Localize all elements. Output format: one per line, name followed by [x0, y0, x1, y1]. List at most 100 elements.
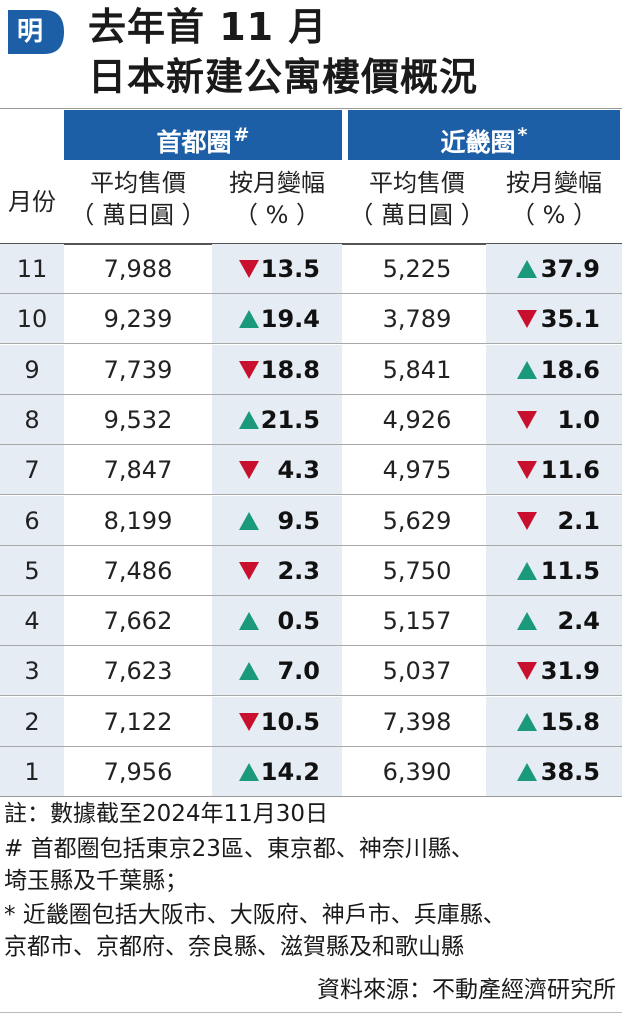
- month-cell: 7: [0, 445, 64, 496]
- region-kinki-label: 近畿圈: [440, 128, 516, 157]
- column-metro-mom-line1: 按月變幅: [229, 169, 325, 197]
- kinki-price-cell: 4,975: [382, 456, 452, 485]
- down-triangle-icon: [238, 445, 262, 495]
- metro-change-cell: 7.0: [212, 646, 342, 697]
- kinki-change-value: 15.8: [540, 707, 600, 736]
- down-triangle-icon: [238, 345, 262, 395]
- month-cell: 1: [0, 747, 64, 797]
- metro-price-cell: 8,199: [103, 506, 173, 535]
- metro-change-cell: 13.5: [212, 244, 342, 294]
- up-triangle-icon: [516, 546, 540, 596]
- kinki-price-cell: 5,629: [382, 506, 452, 535]
- down-triangle-icon: [516, 445, 540, 495]
- metro-change-cell: 10.5: [212, 696, 342, 747]
- metro-price-cell: 7,486: [103, 556, 173, 585]
- down-triangle-icon: [238, 244, 262, 294]
- kinki-change-cell: 18.6: [486, 344, 622, 395]
- kinki-price-cell: 5,750: [382, 556, 452, 585]
- column-metro-price-line2: （ 萬日圓 ）: [70, 201, 206, 229]
- row-divider: [0, 745, 622, 747]
- kinki-price-cell: 5,157: [382, 607, 452, 636]
- kinki-change-cell: 31.9: [486, 646, 622, 697]
- metro-change-cell: 0.5: [212, 596, 342, 647]
- kinki-change-value: 11.5: [540, 556, 600, 585]
- kinki-price-cell: 5,841: [382, 355, 452, 384]
- kinki-change-cell: 15.8: [486, 696, 622, 747]
- kinki-change-cell: 1.0: [486, 394, 622, 445]
- metro-change-cell: 9.5: [212, 495, 342, 546]
- up-triangle-icon: [516, 345, 540, 395]
- row-divider: [0, 594, 622, 596]
- metro-price-cell: 7,122: [103, 707, 173, 736]
- month-cell: 2: [0, 696, 64, 747]
- region-header-row: 首都圈 # 近畿圈 *: [0, 110, 622, 160]
- column-kinki-mom-line1: 按月變幅: [506, 169, 602, 197]
- table-row: 11 7,988 13.5 5,225 37.9: [0, 244, 622, 294]
- metro-change-value: 9.5: [277, 506, 320, 535]
- kinki-change-value: 2.1: [557, 506, 600, 535]
- kinki-change-value: 1.0: [557, 405, 600, 434]
- month-cell: 4: [0, 596, 64, 647]
- month-cell: 11: [0, 244, 64, 294]
- up-triangle-icon: [238, 646, 262, 696]
- up-triangle-icon: [516, 697, 540, 747]
- title-line-2: 日本新建公寓樓價概況: [88, 55, 479, 99]
- kinki-change-value: 18.6: [540, 355, 600, 384]
- metro-price-cell: 7,739: [103, 355, 173, 384]
- column-kinki-price-line1: 平均售價: [369, 169, 465, 197]
- metro-price-cell: 7,847: [103, 456, 173, 485]
- ming-pao-logo: 明: [4, 4, 68, 60]
- month-cell: 9: [0, 344, 64, 395]
- down-triangle-icon: [516, 294, 540, 344]
- down-triangle-icon: [516, 646, 540, 696]
- row-divider: [0, 544, 622, 546]
- kinki-change-value: 31.9: [540, 657, 600, 686]
- note-metro-line2: 埼玉縣及千葉縣；: [4, 868, 188, 894]
- month-cell: 5: [0, 545, 64, 596]
- up-triangle-icon: [516, 596, 540, 646]
- up-triangle-icon: [516, 747, 540, 797]
- row-divider: [0, 695, 622, 697]
- table-row: 6 8,199 9.5 5,629 2.1: [0, 495, 622, 546]
- up-triangle-icon: [238, 395, 262, 445]
- metro-change-value: 13.5: [260, 255, 320, 283]
- metro-change-cell: 2.3: [212, 545, 342, 596]
- kinki-change-cell: 11.6: [486, 445, 622, 496]
- up-triangle-icon: [238, 294, 262, 344]
- kinki-change-value: 35.1: [540, 305, 600, 334]
- up-triangle-icon: [238, 496, 262, 546]
- header: 明 去年首 11 月 日本新建公寓樓價概況: [0, 0, 622, 108]
- metro-change-value: 2.3: [277, 556, 320, 585]
- kinki-price-cell: 5,037: [382, 657, 452, 686]
- month-cell: 6: [0, 495, 64, 546]
- up-triangle-icon: [516, 244, 540, 294]
- row-divider: [0, 393, 622, 395]
- column-month: 月份: [8, 188, 56, 216]
- metro-price-cell: 7,662: [103, 607, 173, 636]
- kinki-change-value: 38.5: [540, 758, 600, 786]
- metro-change-cell: 21.5: [212, 394, 342, 445]
- kinki-price-cell: 7,398: [382, 707, 452, 736]
- row-divider: [0, 443, 622, 445]
- column-header-row: 月份 平均售價 （ 萬日圓 ） 按月變幅 （ % ） 平均售價 （ 萬日圓 ） …: [0, 160, 622, 244]
- kinki-price-cell: 4,926: [382, 405, 452, 434]
- table-row: 5 7,486 2.3 5,750 11.5: [0, 545, 622, 596]
- region-metro-label: 首都圈: [156, 128, 232, 157]
- metro-price-cell: 7,623: [103, 657, 173, 686]
- table-row: 2 7,122 10.5 7,398 15.8: [0, 696, 622, 747]
- up-triangle-icon: [238, 747, 262, 797]
- column-metro-mom-line2: （ % ）: [233, 201, 321, 229]
- metro-change-value: 19.4: [260, 305, 320, 334]
- table-bottom-rule: [0, 796, 622, 797]
- kinki-price-cell: 5,225: [382, 255, 452, 283]
- logo-text: 明: [16, 17, 43, 47]
- metro-change-value: 10.5: [260, 707, 320, 736]
- region-metro-mark: #: [233, 124, 250, 146]
- metro-change-value: 7.0: [277, 657, 320, 686]
- region-kinki-mark: *: [517, 124, 528, 146]
- metro-change-cell: 14.2: [212, 747, 342, 797]
- metro-change-value: 18.8: [260, 355, 320, 384]
- down-triangle-icon: [516, 395, 540, 445]
- footer-rule: [0, 1012, 622, 1013]
- up-triangle-icon: [238, 596, 262, 646]
